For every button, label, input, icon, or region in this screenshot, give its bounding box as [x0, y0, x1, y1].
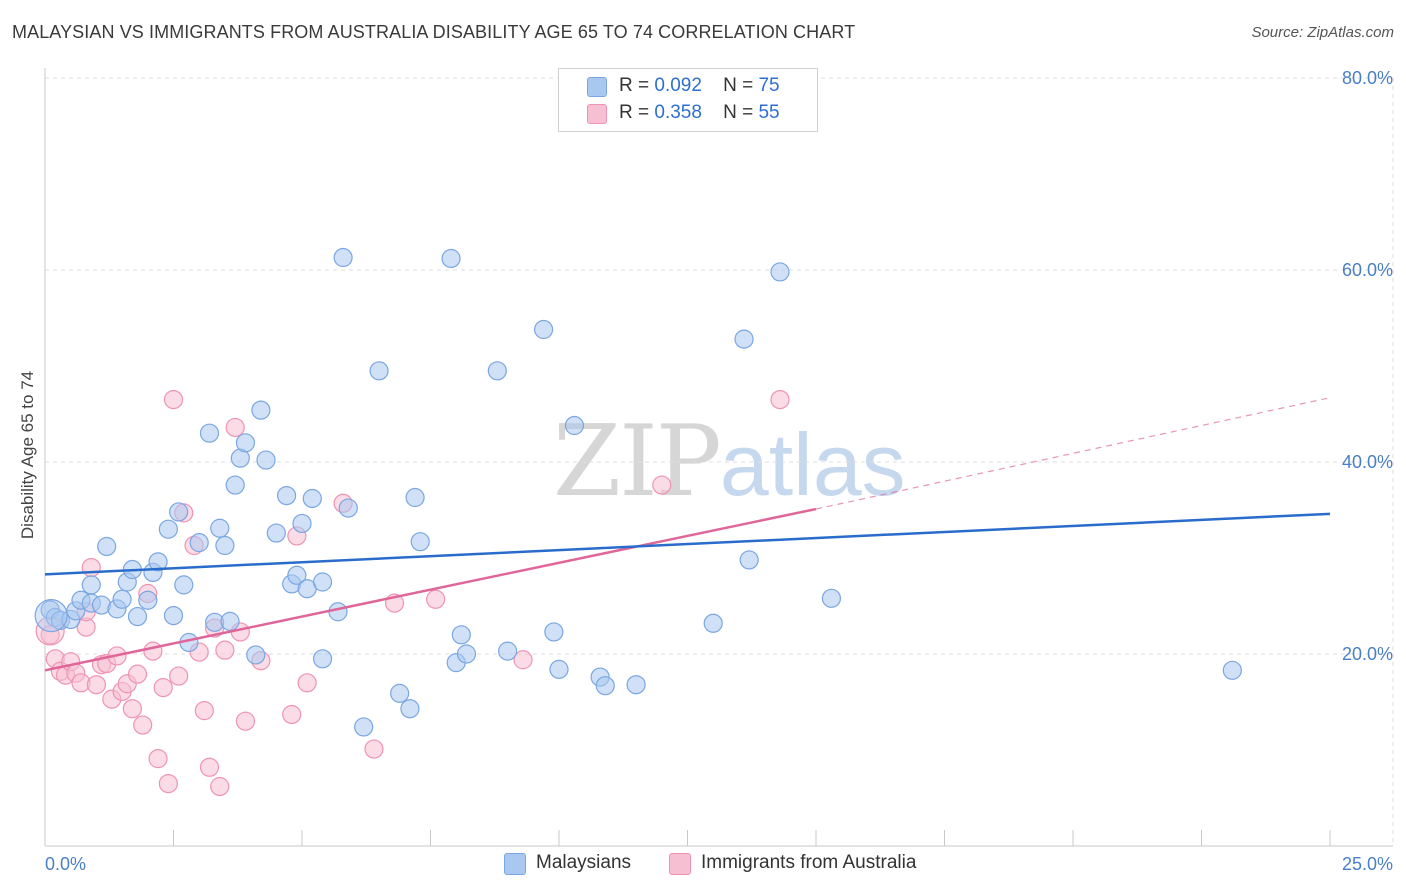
australia-point: [199, 757, 220, 777]
australia-point: [143, 641, 163, 661]
y-tick-label: 80.0%: [1342, 68, 1393, 88]
australia-point: [770, 390, 790, 410]
malaysians-point: [369, 361, 389, 381]
malaysians-point: [1222, 660, 1242, 680]
y-tick-label: 20.0%: [1342, 644, 1393, 664]
australia-trend-line: [44, 507, 817, 672]
legend-australia-stats: R = 0.358 N = 55: [619, 102, 780, 123]
malaysians-point: [821, 588, 842, 608]
malaysians-point: [148, 552, 168, 572]
malaysians-point: [220, 611, 240, 631]
malaysians-point: [174, 575, 194, 595]
australia-point: [169, 666, 189, 686]
malaysians-point: [338, 498, 358, 518]
malaysians-point: [703, 613, 723, 633]
malaysians-point: [292, 513, 312, 534]
australia-swatch: [587, 104, 607, 124]
australia-point: [163, 390, 184, 410]
malaysians-point: [138, 590, 158, 610]
x-tick-label-min: 0.0%: [45, 854, 86, 874]
malaysians-point: [595, 676, 615, 696]
australia-point: [81, 557, 101, 578]
australia-point: [235, 711, 256, 731]
malaysians-point: [312, 572, 333, 592]
australia-point: [297, 673, 317, 693]
australia-point: [652, 475, 672, 495]
malaysians-point: [564, 415, 585, 436]
y-tick-label: 40.0%: [1342, 452, 1393, 472]
malaysians-point: [210, 518, 230, 538]
malaysians-point: [225, 475, 245, 495]
malaysians-point: [276, 486, 297, 506]
australia-point: [148, 749, 168, 769]
australia-point: [513, 650, 533, 670]
malaysians-point: [410, 532, 430, 552]
malaysians-point: [770, 262, 790, 282]
malaysians-point: [251, 400, 271, 420]
malaysians-point: [333, 247, 353, 268]
malaysians-point: [451, 625, 471, 645]
y-tick-label: 60.0%: [1342, 260, 1393, 280]
malaysians-point: [256, 450, 276, 470]
malaysians-point: [266, 523, 286, 543]
australia-point: [282, 704, 302, 725]
malaysians-point: [544, 622, 564, 642]
australia-point: [127, 664, 148, 684]
malaysians-point: [456, 644, 477, 664]
malaysians-point: [390, 683, 410, 703]
malaysians-point: [189, 533, 209, 553]
australia-point: [194, 701, 214, 721]
malaysians-point: [215, 535, 235, 556]
australia-point: [210, 776, 230, 797]
malaysians-point: [199, 423, 220, 443]
malaysians-point: [287, 565, 307, 585]
australia-point: [133, 715, 153, 735]
malaysians-point: [112, 589, 132, 609]
malaysians-point: [441, 248, 461, 269]
australia-trend-extension: [815, 397, 1331, 510]
stats-legend: R = 0.092 N = 75 R = 0.358 N = 55: [558, 68, 818, 132]
australia-legend-label: Immigrants from Australia: [701, 852, 917, 873]
malaysians-point: [549, 659, 569, 679]
australia-point: [426, 589, 446, 609]
malaysians-point: [158, 519, 178, 539]
australia-point: [215, 640, 235, 660]
malaysians-cluster-point: [34, 598, 68, 633]
australia-point: [364, 739, 384, 759]
chart-title: MALAYSIAN VS IMMIGRANTS FROM AUSTRALIA D…: [12, 22, 856, 42]
australia-point: [158, 773, 178, 794]
malaysians-point: [328, 602, 348, 622]
malaysians-point: [97, 536, 117, 557]
australia-legend-swatch: [669, 853, 691, 875]
malaysians-point: [312, 649, 333, 669]
malaysians-point: [81, 575, 101, 595]
malaysians-point: [739, 550, 759, 570]
malaysians-point: [163, 605, 184, 626]
malaysians-point: [533, 319, 554, 340]
malaysians-legend-label: Malaysians: [536, 852, 632, 873]
malaysians-point: [235, 433, 256, 453]
malaysians-point: [487, 361, 507, 381]
australia-point: [86, 675, 107, 695]
malaysians-point: [734, 329, 754, 349]
x-tick-label-max: 25.0%: [1342, 854, 1393, 874]
malaysians-point: [400, 699, 420, 719]
australia-point: [122, 699, 142, 719]
malaysians-point: [405, 487, 425, 508]
australia-point: [225, 417, 245, 438]
malaysians-point: [354, 717, 374, 737]
malaysians-point: [246, 645, 266, 665]
malaysians-point: [169, 502, 189, 522]
malaysians-point: [302, 488, 322, 509]
source-credit: Source: ZipAtlas.com: [1251, 24, 1394, 41]
malaysians-point: [127, 606, 148, 627]
australia-point: [153, 677, 173, 698]
malaysians-point: [498, 641, 518, 661]
malaysians-trend-line: [44, 512, 1331, 576]
malaysians-legend-swatch: [504, 853, 526, 875]
malaysians-swatch: [587, 77, 607, 97]
malaysians-point: [626, 675, 646, 695]
legend-malaysians-stats: R = 0.092 N = 75: [619, 75, 780, 96]
